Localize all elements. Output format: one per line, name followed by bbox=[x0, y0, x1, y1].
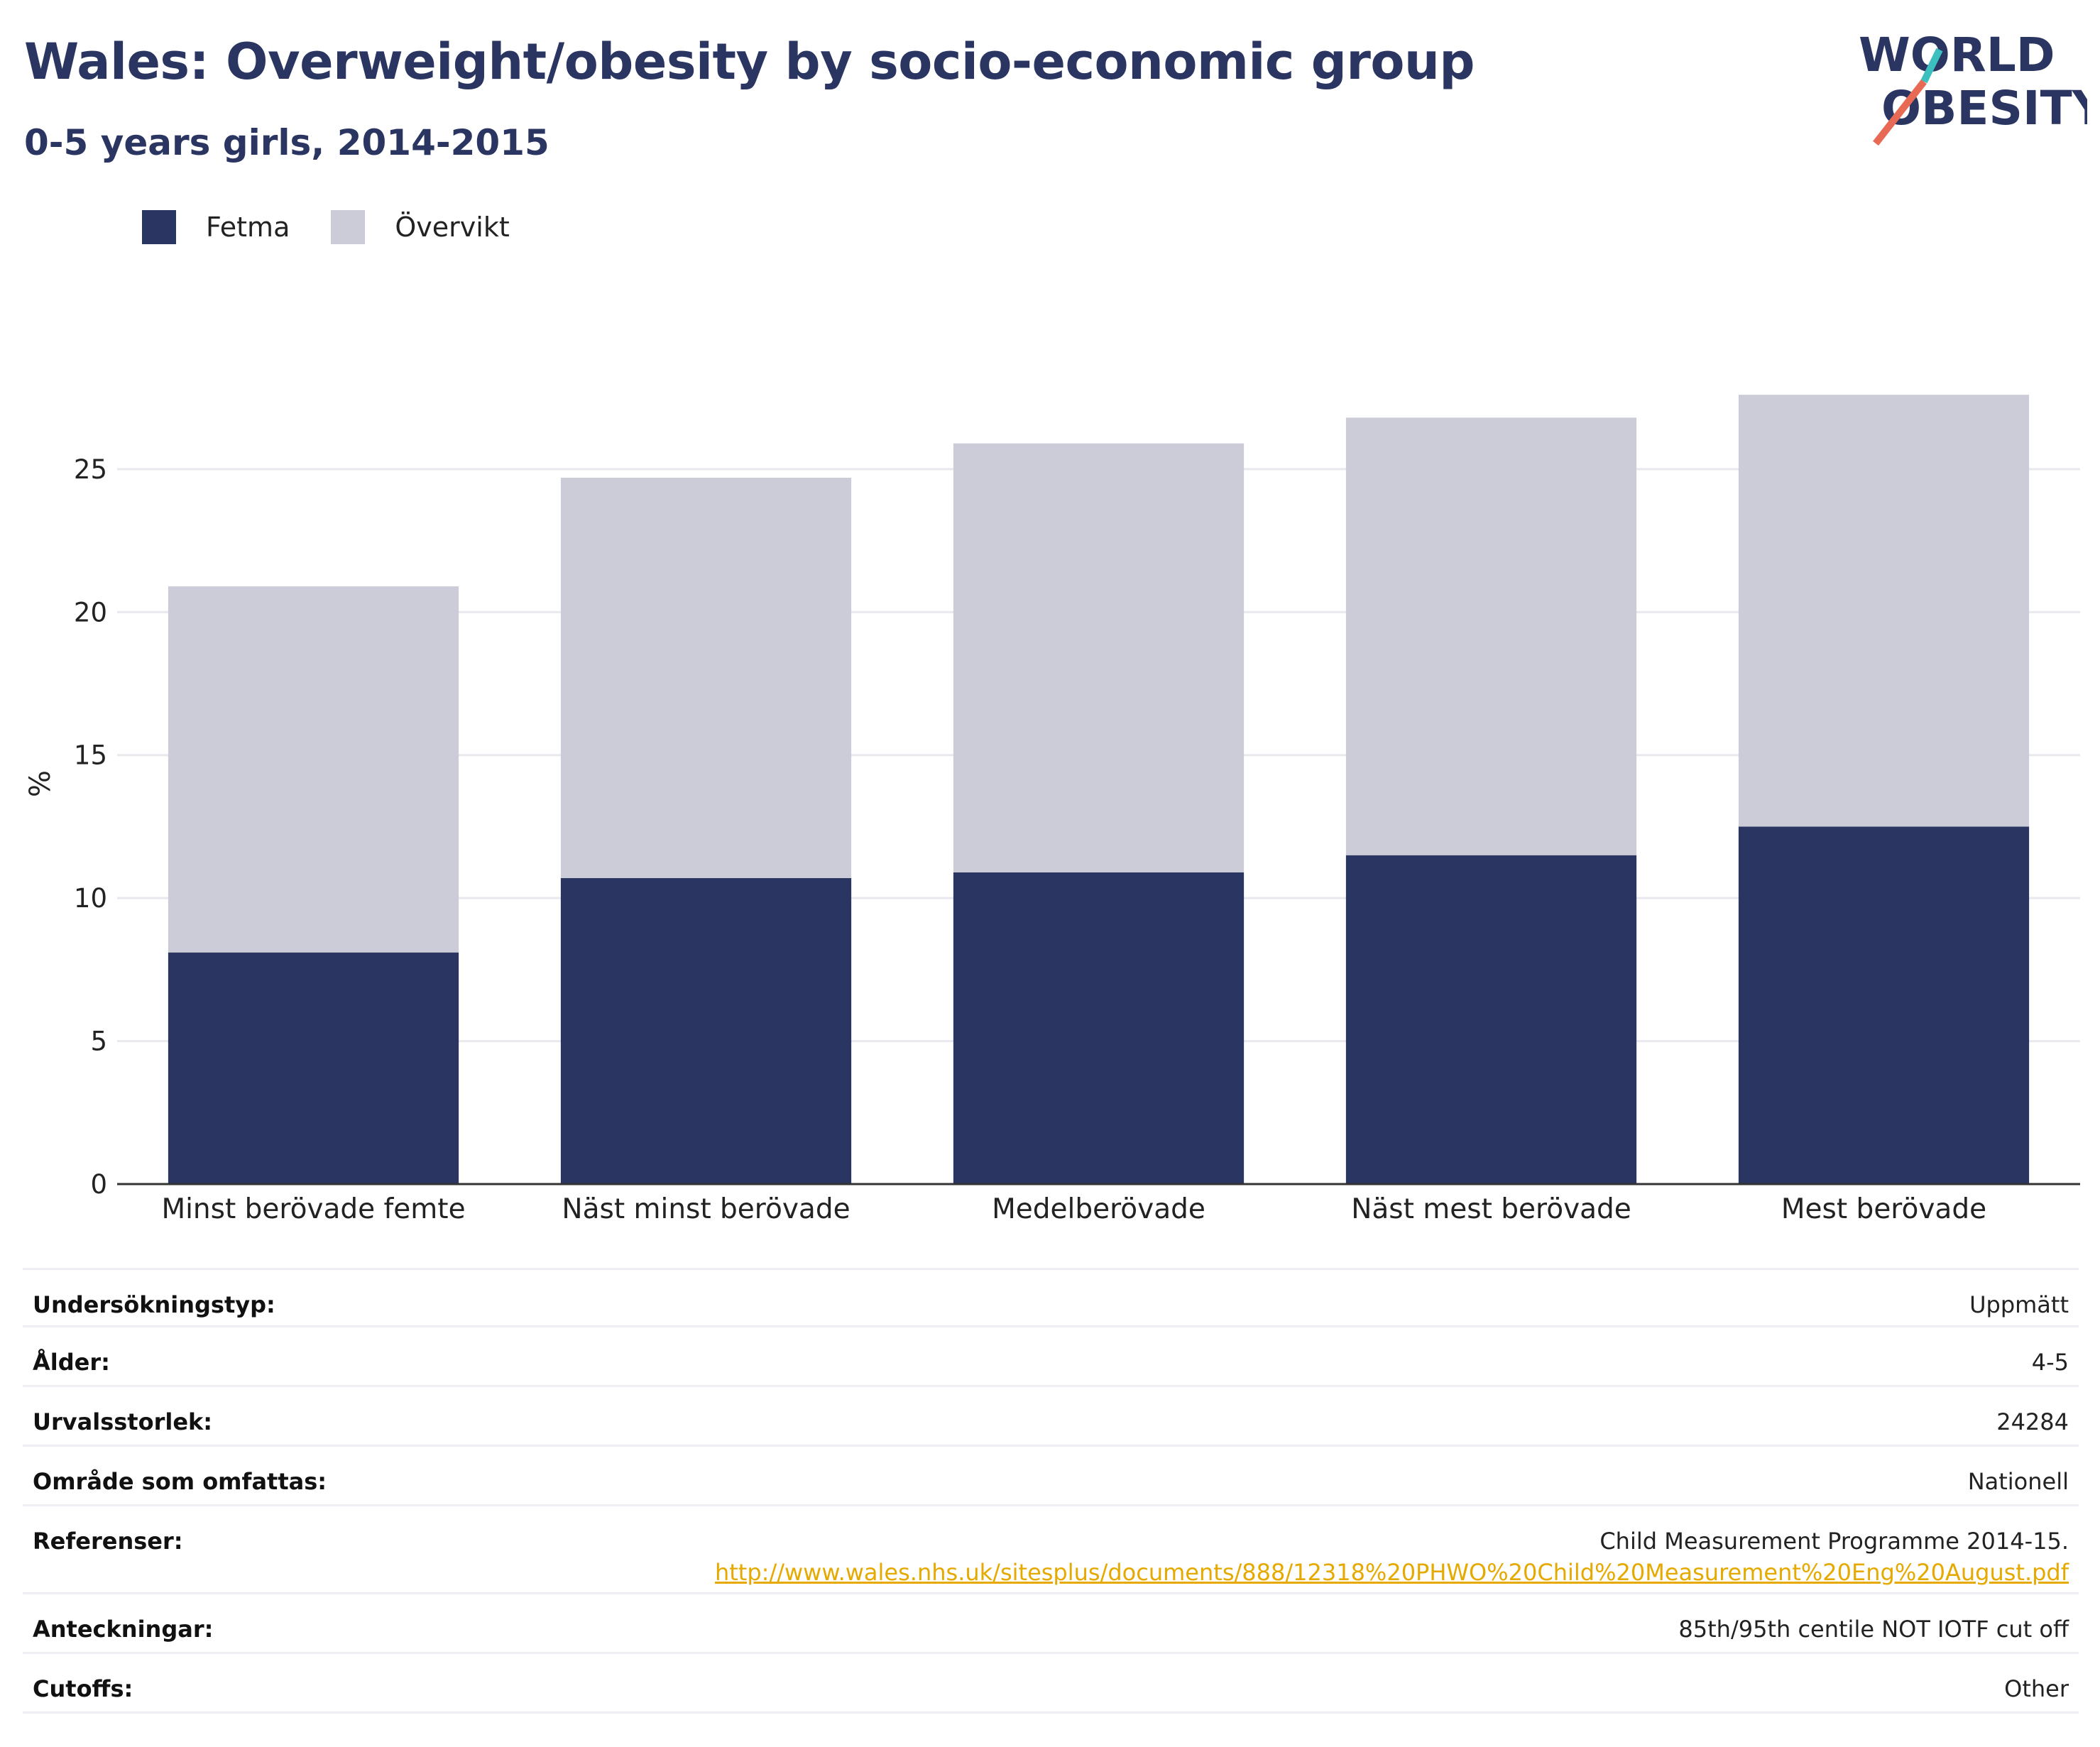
legend-swatch-overvikt bbox=[331, 210, 366, 244]
info-label: Ålder: bbox=[33, 1349, 110, 1376]
info-value-text: Other bbox=[2004, 1675, 2069, 1702]
info-row: Undersökningstyp: Uppmätt bbox=[23, 1268, 2079, 1327]
info-value: 85th/95th centile NOT IOTF cut off bbox=[1678, 1616, 2069, 1643]
y-tick-label: 25 bbox=[74, 454, 107, 485]
info-label: Urvalsstorlek: bbox=[33, 1408, 213, 1435]
info-value-text: Child Measurement Programme 2014-15. bbox=[1599, 1528, 2069, 1555]
info-value: Nationell bbox=[1968, 1468, 2069, 1495]
reference-link[interactable]: http://www.wales.nhs.uk/sitesplus/docume… bbox=[714, 1559, 2069, 1586]
y-tick-label: 0 bbox=[90, 1169, 107, 1200]
info-row: Område som omfattas: Nationell bbox=[23, 1447, 2079, 1506]
bar-fetma bbox=[168, 952, 459, 1184]
info-label: Referenser: bbox=[33, 1528, 183, 1555]
bar-fetma bbox=[1738, 826, 2030, 1184]
info-row: Cutoffs: Other bbox=[23, 1654, 2079, 1714]
info-table: Undersökningstyp: Uppmätt Ålder: 4-5 Urvalss… bbox=[23, 1268, 2079, 1714]
info-value-text: 4-5 bbox=[2031, 1349, 2069, 1376]
bar-overvikt bbox=[1738, 395, 2030, 827]
legend-label-overvikt: Övervikt bbox=[395, 212, 510, 243]
world-obesity-logo: WORLD OBESITY bbox=[1859, 28, 2087, 146]
bar-fetma bbox=[1345, 855, 1637, 1184]
y-tick-label: 20 bbox=[74, 597, 107, 628]
y-axis-label: % bbox=[24, 770, 57, 797]
x-tick-label: Medelberövade bbox=[992, 1193, 1205, 1225]
bar-fetma bbox=[953, 872, 1245, 1184]
legend-item-fetma[interactable]: Fetma bbox=[142, 210, 290, 244]
legend-swatch-fetma bbox=[142, 210, 176, 244]
chart-title: Wales: Overweight/obesity by socio-econo… bbox=[24, 33, 1475, 91]
logo-line-1: WORLD bbox=[1859, 28, 2055, 82]
logo-slash-coral bbox=[1873, 79, 1927, 146]
info-row: Urvalsstorlek: 24284 bbox=[23, 1387, 2079, 1447]
info-value-text: 85th/95th centile NOT IOTF cut off bbox=[1678, 1616, 2069, 1643]
bar-overvikt bbox=[168, 586, 459, 953]
chart-subtitle: 0-5 years girls, 2014-2015 bbox=[24, 122, 549, 163]
info-label: Undersökningstyp: bbox=[33, 1291, 275, 1318]
x-tick-label: Minst berövade femte bbox=[161, 1193, 465, 1225]
bar-overvikt bbox=[1345, 417, 1637, 855]
info-row: Referenser: Child Measurement Programme 2… bbox=[23, 1506, 2079, 1594]
legend-item-overvikt[interactable]: Övervikt bbox=[331, 210, 510, 244]
stacked-bar-chart: 0 5 10 15 20 25% Minst berövade femte Näst mins… bbox=[24, 395, 2080, 1225]
bar-fetma bbox=[560, 877, 852, 1184]
x-tick-label: Mest berövade bbox=[1781, 1193, 1986, 1225]
info-value-text: 24284 bbox=[1996, 1408, 2069, 1435]
bar-overvikt bbox=[953, 443, 1245, 872]
info-label: Område som omfattas: bbox=[33, 1468, 327, 1495]
info-label: Cutoffs: bbox=[33, 1675, 133, 1702]
info-value-text: Nationell bbox=[1967, 1468, 2069, 1495]
y-tick-label: 15 bbox=[74, 740, 107, 771]
info-value: 4-5 bbox=[2032, 1349, 2069, 1376]
info-value: 24284 bbox=[1996, 1408, 2069, 1435]
info-value-text: Uppmätt bbox=[1969, 1291, 2069, 1318]
chart-legend: Fetma Övervikt bbox=[142, 210, 551, 244]
info-value: Other bbox=[2004, 1675, 2069, 1702]
x-tick-label: Näst minst berövade bbox=[562, 1193, 850, 1225]
y-tick-label: 10 bbox=[74, 883, 107, 914]
y-tick-label: 5 bbox=[90, 1026, 107, 1057]
info-row: Anteckningar: 85th/95th centile NOT IOTF … bbox=[23, 1594, 2079, 1654]
info-label: Anteckningar: bbox=[33, 1616, 214, 1643]
bar-overvikt bbox=[560, 477, 852, 878]
info-value: Child Measurement Programme 2014-15. http… bbox=[715, 1528, 2069, 1586]
legend-label-fetma: Fetma bbox=[206, 212, 290, 243]
info-row: Ålder: 4-5 bbox=[23, 1327, 2079, 1387]
x-tick-label: Näst mest berövade bbox=[1351, 1193, 1631, 1225]
info-value: Uppmätt bbox=[1969, 1291, 2069, 1318]
logo-slash-teal bbox=[1920, 48, 1943, 84]
